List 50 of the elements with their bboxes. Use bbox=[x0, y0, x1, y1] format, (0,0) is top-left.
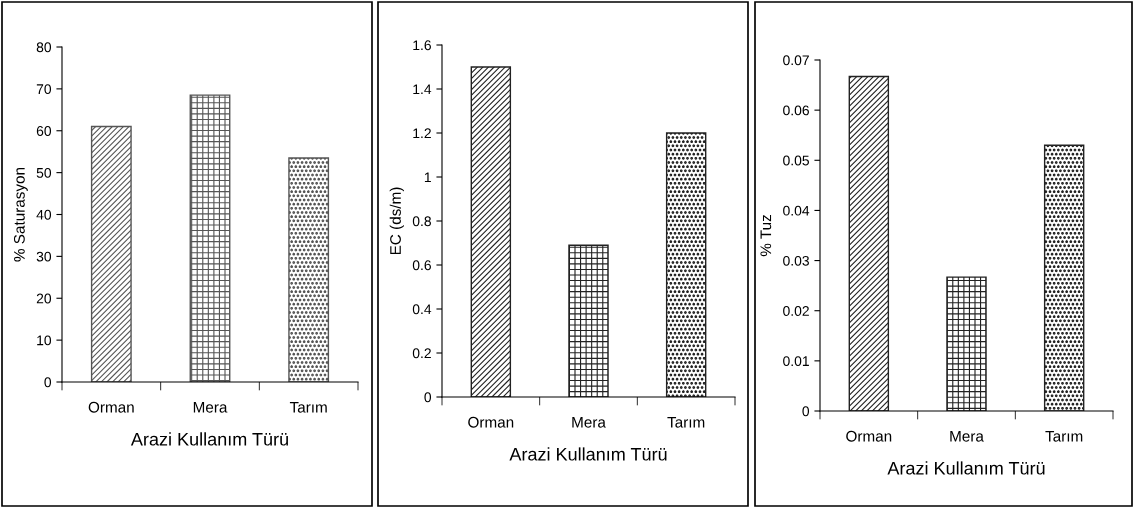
x-axis-title: Arazi Kullanım Türü bbox=[509, 447, 667, 461]
y-axis-title: EC (ds/m) bbox=[389, 187, 404, 255]
y-tick-label: 1.4 bbox=[413, 84, 432, 95]
bar bbox=[946, 276, 987, 411]
bar bbox=[665, 132, 707, 397]
y-tick-label: 1.2 bbox=[413, 128, 431, 139]
bar bbox=[1043, 144, 1085, 411]
x-tick-label: Orman bbox=[88, 401, 134, 413]
y-tick-label: 0.07 bbox=[783, 55, 809, 66]
y-tick-label: 20 bbox=[36, 293, 52, 304]
y-tick-label: 0.05 bbox=[783, 155, 809, 166]
y-tick-label: 0.04 bbox=[783, 205, 810, 216]
x-tick-label: Tarım bbox=[289, 402, 327, 413]
bar bbox=[189, 94, 231, 382]
bar bbox=[568, 244, 609, 397]
bar bbox=[90, 125, 132, 382]
y-tick-label: 0.01 bbox=[783, 356, 809, 367]
y-tick-label: 1.6 bbox=[413, 40, 431, 51]
bar bbox=[470, 66, 512, 397]
x-tick-label: Mera bbox=[193, 402, 228, 413]
y-tick-label: 0 bbox=[802, 406, 810, 417]
y-tick-label: 0.06 bbox=[783, 105, 809, 116]
y-tick-label: 0.2 bbox=[412, 348, 431, 359]
y-tick-label: 0.03 bbox=[783, 255, 809, 266]
y-tick-label: 1 bbox=[424, 172, 431, 183]
y-axis-title: % Saturasyon bbox=[13, 167, 28, 262]
y-tick-label: 60 bbox=[36, 126, 52, 136]
y-tick-label: 80 bbox=[36, 42, 52, 53]
y-axis-title: % Tuz bbox=[760, 215, 772, 257]
x-axis-title: Arazi Kullanım Türü bbox=[130, 432, 288, 446]
y-tick-label: 30 bbox=[36, 251, 52, 262]
y-tick-label: 0.4 bbox=[412, 304, 432, 315]
y-tick-label: 0.8 bbox=[412, 216, 431, 227]
y-tick-label: 40 bbox=[36, 209, 52, 220]
y-tick-label: 0 bbox=[424, 392, 432, 403]
bar bbox=[848, 75, 890, 411]
y-tick-label: 10 bbox=[37, 335, 52, 346]
y-tick-label: 0.6 bbox=[412, 260, 431, 271]
x-tick-label: Tarım bbox=[1045, 431, 1083, 442]
y-tick-label: 50 bbox=[36, 167, 52, 178]
x-tick-label: Mera bbox=[950, 431, 984, 442]
x-tick-label: Orman bbox=[846, 430, 892, 442]
bar bbox=[288, 157, 330, 382]
x-tick-label: Orman bbox=[468, 416, 514, 428]
y-tick-label: 0.02 bbox=[783, 306, 809, 316]
x-tick-label: Mera bbox=[572, 417, 606, 428]
x-tick-label: Tarım bbox=[667, 417, 705, 428]
y-tick-label: 70 bbox=[36, 84, 52, 95]
x-axis-title: Arazi Kullanım Türü bbox=[887, 461, 1045, 475]
y-tick-label: 0 bbox=[44, 377, 52, 388]
